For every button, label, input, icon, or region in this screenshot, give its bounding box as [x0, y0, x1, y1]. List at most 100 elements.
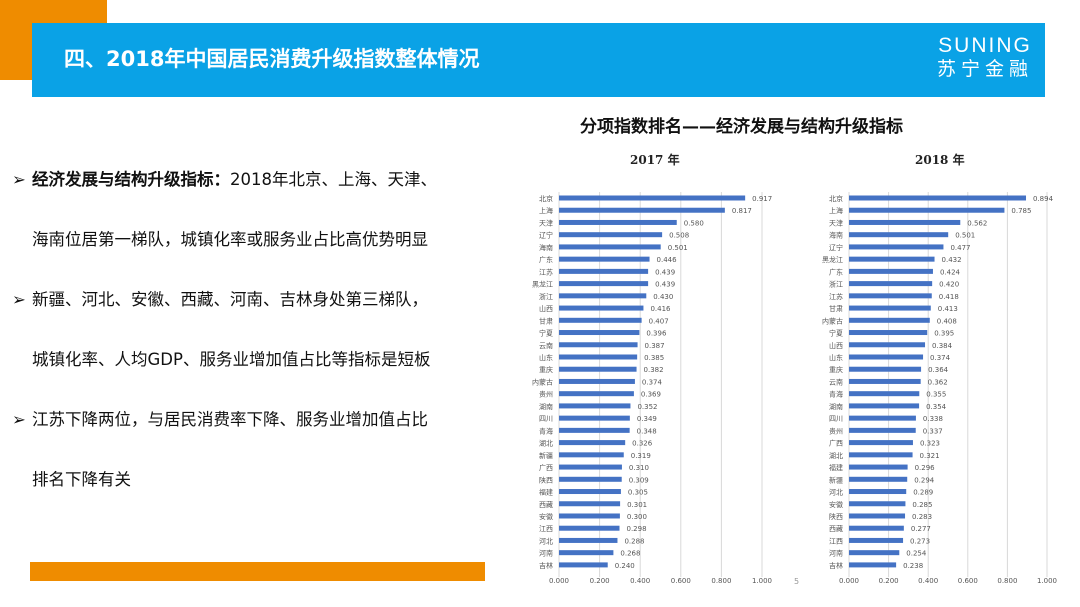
data-label: 0.424: [940, 268, 961, 276]
bar: [559, 440, 626, 446]
x-tick-label: 0.600: [671, 577, 691, 585]
category-label: 河南: [829, 549, 843, 558]
x-tick-label: 0.200: [879, 577, 899, 585]
category-label: 海南: [829, 231, 843, 240]
data-label: 0.817: [732, 207, 752, 215]
bar: [849, 501, 906, 507]
bar: [849, 440, 913, 446]
bar: [559, 219, 677, 225]
data-label: 0.374: [930, 354, 951, 362]
category-label: 湖北: [539, 439, 553, 448]
bar: [849, 330, 928, 336]
x-tick-label: 0.400: [918, 577, 938, 585]
data-label: 0.432: [942, 256, 962, 264]
suning-logo: SUNING 苏宁金融: [937, 35, 1033, 81]
bar: [559, 537, 618, 543]
bullet-text: 2018年北京、上海、天津、: [230, 170, 437, 189]
data-label: 0.354: [926, 403, 947, 411]
bar: [849, 244, 944, 250]
bar: [559, 305, 644, 311]
bar: [559, 427, 630, 433]
bar: [559, 403, 631, 409]
bar: [559, 513, 620, 519]
bar: [849, 219, 961, 225]
category-label: 辽宁: [539, 231, 553, 240]
page-number: 5: [794, 577, 800, 586]
bar: [559, 525, 620, 531]
data-label: 0.420: [939, 281, 959, 289]
category-label: 甘肃: [539, 316, 553, 325]
bar: [849, 378, 921, 384]
category-label: 山西: [829, 341, 843, 350]
category-label: 河北: [829, 489, 843, 497]
data-label: 0.785: [1011, 207, 1031, 215]
bar: [559, 232, 663, 238]
category-label: 吉林: [539, 561, 553, 570]
x-tick-label: 1.000: [1037, 577, 1057, 585]
bar: [849, 391, 920, 397]
bar: [849, 305, 931, 311]
category-label: 江西: [829, 537, 843, 545]
bar: [559, 489, 621, 495]
data-label: 0.396: [646, 330, 667, 338]
category-label: 北京: [829, 194, 843, 203]
bar: [849, 354, 924, 360]
category-label: 广西: [829, 439, 843, 448]
category-label: 天津: [829, 219, 843, 227]
data-label: 0.296: [915, 464, 936, 472]
category-label: 宁夏: [539, 329, 553, 338]
data-label: 0.413: [938, 305, 958, 313]
data-label: 0.238: [903, 562, 923, 570]
bar: [559, 330, 640, 336]
data-label: 0.348: [637, 427, 657, 435]
data-label: 0.298: [626, 525, 646, 533]
data-label: 0.285: [912, 501, 932, 509]
data-label: 0.352: [637, 403, 657, 411]
x-tick-label: 0.800: [997, 577, 1017, 585]
x-tick-label: 1.000: [752, 577, 772, 585]
category-label: 云南: [539, 341, 553, 350]
category-label: 上海: [539, 206, 553, 215]
bar: [559, 317, 642, 323]
bar: [849, 342, 926, 348]
data-label: 0.408: [937, 317, 957, 325]
bar: [849, 452, 913, 458]
category-label: 安徽: [539, 512, 553, 521]
category-label: 辽宁: [829, 243, 843, 252]
category-label: 江苏: [829, 292, 843, 301]
category-label: 湖北: [829, 451, 843, 460]
bar: [849, 403, 920, 409]
x-tick-label: 0.400: [630, 577, 650, 585]
data-label: 0.289: [913, 489, 933, 497]
bar: [559, 378, 635, 384]
data-label: 0.283: [912, 513, 932, 521]
bar: [559, 562, 608, 568]
category-label: 江苏: [539, 267, 553, 276]
data-label: 0.395: [934, 330, 954, 338]
category-label: 福建: [829, 463, 843, 472]
data-label: 0.321: [920, 452, 940, 460]
category-label: 贵州: [539, 390, 553, 399]
category-label: 四川: [539, 415, 553, 423]
bar: [849, 464, 908, 470]
bar: [559, 293, 647, 299]
bar: [849, 207, 1005, 213]
chart-2017-title: 2017 年: [630, 153, 680, 167]
data-label: 0.337: [923, 427, 943, 435]
bullet-bold: 经济发展与结构升级指标：: [32, 170, 230, 189]
data-label: 0.501: [955, 232, 975, 240]
bar: [849, 195, 1027, 201]
data-label: 0.273: [910, 537, 930, 545]
category-label: 北京: [539, 194, 553, 203]
data-label: 0.430: [653, 293, 673, 301]
chart-title: 分项指数排名——经济发展与结构升级指标: [580, 117, 903, 137]
data-label: 0.277: [911, 525, 931, 533]
category-label: 江西: [539, 525, 553, 533]
bar: [559, 550, 614, 556]
bar: [559, 391, 634, 397]
category-label: 贵州: [829, 426, 843, 435]
arrow-bullet-icon: ➢: [12, 290, 26, 309]
data-label: 0.418: [939, 293, 959, 301]
arrow-bullet-icon: ➢: [12, 410, 26, 429]
